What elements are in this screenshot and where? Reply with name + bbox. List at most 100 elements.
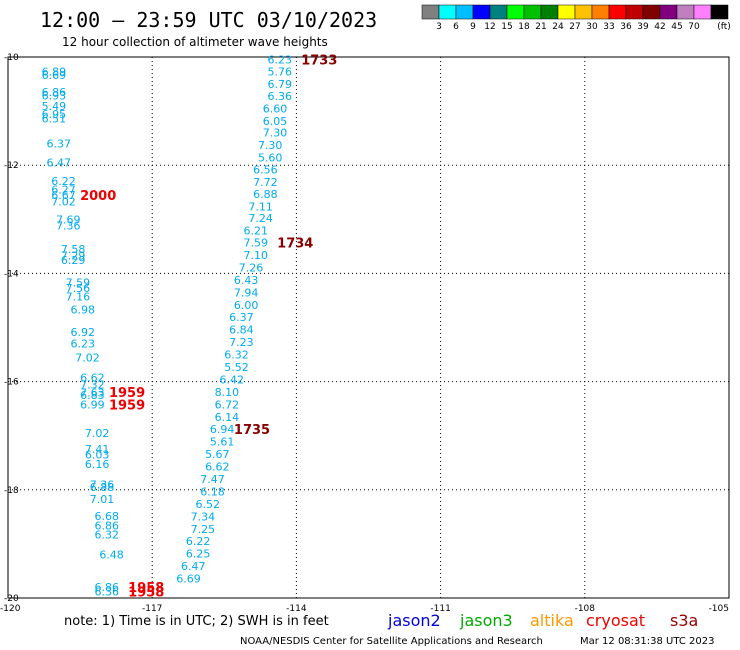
data-point-label: 7.10	[244, 249, 269, 262]
data-point-label: 7.36	[56, 219, 81, 232]
data-point-label: 6.86	[95, 581, 120, 594]
data-point-label: 6.27	[51, 184, 75, 197]
data-point-label: 7.56	[66, 282, 91, 295]
legend-label: 3	[436, 22, 442, 32]
data-point-label: 6.69	[176, 573, 201, 586]
time-label: 2000	[80, 189, 116, 204]
data-point-label: 6.72	[215, 398, 240, 411]
legend-label: 39	[637, 22, 649, 32]
data-point-label: 6.88	[253, 188, 278, 201]
data-point-label: 6.18	[200, 485, 225, 498]
data-point-label: 7.01	[90, 493, 115, 506]
data-point-label: 6.86	[95, 520, 120, 533]
legend-swatch	[523, 4, 542, 20]
footer-credit: NOAA/NESDIS Center for Satellite Applica…	[240, 636, 543, 647]
x-tick-label: -111	[430, 604, 450, 614]
data-point-label: 6.79	[268, 78, 293, 91]
data-point-label: 7.23	[229, 336, 254, 349]
legend-label: 12	[484, 22, 495, 32]
data-point-label: 7.02	[75, 351, 100, 364]
satellite-legend: jason2 jason3 altika cryosat s3a	[387, 611, 698, 630]
data-point-label: 6.62	[80, 371, 105, 384]
data-point-label: 6.92	[70, 326, 95, 339]
legend-swatch	[421, 4, 440, 20]
data-point-label: 6.36	[95, 586, 120, 599]
time-label: 1959	[109, 398, 145, 413]
legend-swatch	[625, 4, 644, 20]
legend-label: 21	[535, 22, 546, 32]
data-point-label: 6.99	[80, 398, 105, 411]
plot-frame	[7, 56, 730, 599]
data-point-label: 6.69	[42, 69, 67, 82]
data-point-label: 6.42	[219, 373, 244, 386]
data-point-label: 7.16	[66, 291, 91, 304]
x-tick-label: -117	[142, 604, 162, 614]
data-point-label: 6.43	[234, 274, 259, 287]
data-point-label: 7.32	[80, 378, 105, 391]
time-label: 1959	[109, 386, 145, 401]
data-point-label: 6.32	[224, 349, 249, 362]
satellite-label: jason2	[387, 611, 441, 630]
y-tick-label: -10	[4, 53, 19, 63]
x-tick-label: -120	[0, 604, 21, 614]
data-point-label: 7.47	[200, 473, 225, 486]
legend-swatch	[472, 4, 491, 20]
legend-swatch	[591, 4, 610, 20]
x-tick-label: -105	[709, 604, 729, 614]
legend-unit: (ft)	[717, 22, 731, 32]
chart-subtitle: 12 hour collection of altimeter wave hei…	[62, 35, 328, 49]
color-legend: 3 6 9 12 15 18 21 24 27 30 33 36 39 42 45 70 (ft)	[421, 4, 731, 32]
y-tick-labels: -10 -12 -14 -16 -18 -20	[4, 53, 19, 604]
legend-label: 42	[654, 22, 665, 32]
data-point-label: 6.89	[42, 66, 67, 79]
note-text: note: 1) Time is in UTC; 2) SWH is in fe…	[64, 614, 329, 629]
legend-swatch	[455, 4, 474, 20]
data-point-label: 6.48	[99, 549, 124, 562]
legend-label: 24	[552, 22, 564, 32]
data-point-label: 6.47	[181, 560, 206, 573]
x-tick-label: -114	[286, 604, 307, 614]
y-tick-label: -18	[4, 486, 19, 496]
data-point-label: 6.88	[90, 481, 115, 494]
data-point-label: 6.60	[263, 102, 288, 115]
data-point-label: 5.76	[268, 66, 293, 79]
time-label: 1733	[301, 54, 337, 69]
footer-timestamp: Mar 12 08:31:38 UTC 2023	[580, 636, 715, 647]
data-point-label: 5.49	[42, 100, 67, 113]
data-point-label: 6.84	[229, 324, 254, 337]
data-point-label: 5.52	[224, 361, 249, 374]
legend-swatch	[710, 4, 729, 20]
y-tick-label: -14	[4, 269, 19, 279]
legend-label: 6	[453, 22, 459, 32]
x-tick-label: -108	[575, 604, 596, 614]
y-tick-label: -12	[4, 161, 19, 171]
legend-label: 27	[569, 22, 580, 32]
data-point-label: 5.67	[205, 448, 230, 461]
data-point-label: 6.22	[51, 175, 75, 188]
time-label: 1734	[277, 237, 313, 252]
data-point-label: 6.22	[186, 535, 211, 548]
legend-swatch	[438, 4, 457, 20]
data-point-label: 6.47	[46, 156, 71, 169]
data-point-label: 6.68	[95, 510, 120, 523]
data-point-label: 6.23	[70, 338, 95, 351]
data-point-label: 6.51	[42, 113, 67, 126]
data-point-label: 5.60	[258, 152, 283, 165]
data-point-label: 6.52	[195, 498, 220, 511]
data-point-label: 6.95	[42, 108, 67, 121]
legend-swatch	[659, 4, 678, 20]
data-point-label: 7.11	[248, 200, 272, 213]
satellite-label: altika	[530, 611, 574, 630]
legend-swatch	[693, 4, 712, 20]
data-point-label: 6.32	[95, 529, 120, 542]
data-point-label: 7.41	[85, 443, 110, 456]
legend-swatch	[557, 4, 576, 20]
data-point-label: 6.37	[229, 311, 254, 324]
time-label: 1958	[128, 586, 164, 601]
legend-label: 33	[603, 22, 614, 32]
data-point-label: 6.00	[234, 299, 259, 312]
data-point-label: 6.56	[253, 164, 278, 177]
legend-swatch	[540, 4, 559, 20]
grid-lines	[8, 57, 729, 598]
